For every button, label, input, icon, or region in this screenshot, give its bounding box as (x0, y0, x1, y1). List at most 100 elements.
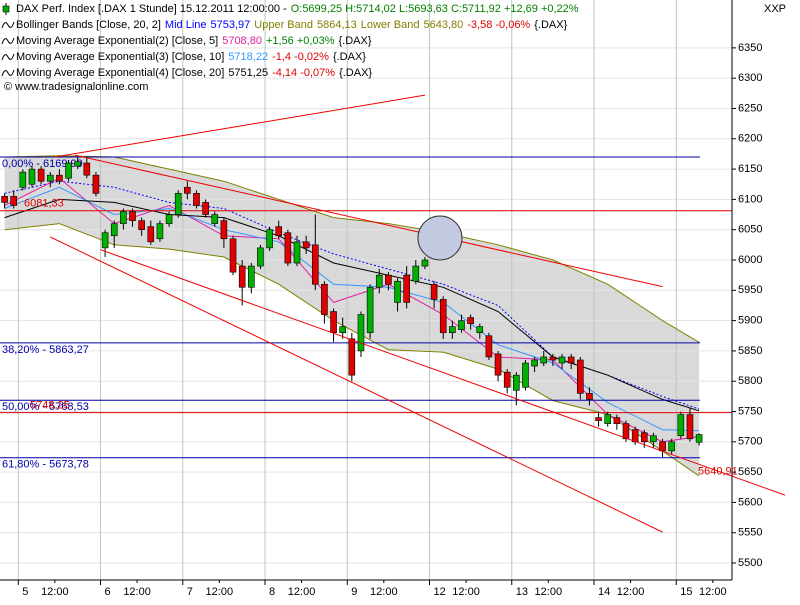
candle-body (503, 371, 511, 388)
legend-text: 5751,25 (228, 67, 268, 79)
candle-body (357, 314, 365, 352)
axis-layer: 5500 5550 5600 5650 5700 5750 5800 5850 5900 5950… (17, 42, 762, 598)
price-level-label: 5748,25 (30, 399, 70, 411)
y-tick-label: 5950 (738, 284, 762, 296)
candle-body (248, 265, 255, 288)
legend-text: {.DAX} (338, 35, 371, 47)
legend-text: © www.tradesignalonline.com (4, 81, 148, 93)
candle-body (439, 299, 447, 334)
indicator-line (4, 155, 700, 343)
candle-body (238, 265, 246, 288)
candle-body (558, 356, 566, 364)
candle-body (211, 214, 219, 224)
y-tick-label: 5650 (738, 466, 762, 478)
y-tick-label: 6000 (738, 254, 762, 266)
candle-body (174, 193, 182, 215)
candle-body (348, 338, 356, 376)
candle-body (129, 211, 136, 221)
legend-row: Moving Average Exponential(4) [Close, 20… (16, 67, 372, 79)
x-tick-label: 12 (434, 586, 446, 598)
candle-body (549, 356, 557, 361)
legend-icon (2, 5, 10, 13)
candle-body (394, 280, 401, 303)
y-tick-label: 5600 (738, 496, 762, 508)
x-tick-label: 6 (105, 586, 111, 598)
highlight-circle (417, 215, 463, 261)
candle-body (330, 311, 337, 334)
legend-icon (1, 69, 15, 77)
x-tick-label: 12:00 (617, 586, 645, 598)
trendline (100, 249, 786, 496)
y-tick-label: 6050 (738, 224, 762, 236)
candle-body (202, 202, 209, 215)
candle-body (37, 168, 45, 182)
legend-row: Moving Average Exponential(3) [Close, 10… (16, 51, 366, 63)
fib-level-label: 38,20% - 5863,27 (2, 344, 89, 356)
candle-body (193, 193, 200, 206)
legend-text: 5864,13 (317, 19, 357, 31)
x-tick-label: 12:00 (699, 586, 727, 598)
fib-level-label: 50,00% - 5768,53 (2, 401, 89, 413)
legend-text: -1,4 -0,02% (272, 51, 329, 63)
candle-body (321, 283, 328, 315)
candle-body (485, 335, 493, 358)
legend-text: DAX Perf. Index [.DAX 1 Stunde] 15.12.20… (16, 3, 287, 15)
candle-body (686, 414, 694, 440)
candle-body (120, 211, 127, 224)
candle-body (385, 274, 392, 285)
legend-text: Moving Average Exponential(4) [Close, 20… (16, 67, 224, 79)
legend-text: Bollinger Bands [Close, 20, 2] (16, 19, 161, 31)
candle-body (467, 317, 474, 324)
x-tick-label: 14 (598, 586, 610, 598)
candle-body (677, 414, 685, 437)
candle-body (74, 161, 81, 167)
y-tick-label: 6100 (738, 193, 762, 205)
x-tick-label: 12:00 (452, 586, 480, 598)
legend-icon (1, 21, 15, 29)
trendline (54, 94, 426, 158)
legend-text: Moving Average Exponential(2) [Close, 5] (16, 35, 218, 47)
candle-body (266, 229, 273, 249)
candle-body (695, 434, 703, 443)
level-layer: 0,00% - 6169,99 38,20% - 5863,27 50,00% - … (0, 156, 732, 471)
candle-body (650, 435, 657, 443)
candle-body (613, 417, 621, 424)
x-tick-label: 12:00 (535, 586, 563, 598)
candle-body (540, 356, 548, 364)
legend-text: O:5699,25 H:5714,02 L:5693,63 C:5711,92 … (291, 3, 579, 15)
legend-text: {.DAX} (333, 51, 366, 63)
candle-body (165, 214, 173, 224)
candle-body (366, 286, 374, 334)
candle-body (494, 353, 502, 376)
candle-body (449, 326, 456, 334)
candle-body (19, 171, 27, 188)
x-tick-label: 13 (516, 586, 528, 598)
trendline (50, 236, 663, 533)
candle-body (576, 359, 584, 394)
candle-body (275, 226, 283, 237)
fib-level-label: 61,80% - 5673,78 (2, 459, 89, 471)
candle-body (92, 174, 100, 194)
trendline-layer: 5640,91 (50, 94, 786, 533)
candle-layer (1, 156, 703, 457)
candle-body (147, 226, 155, 243)
candle-body (101, 232, 109, 249)
x-tick-label: 12:00 (288, 586, 316, 598)
y-tick-label: 5800 (738, 375, 762, 387)
candle-body (220, 220, 228, 240)
x-tick-label: 12:00 (206, 586, 234, 598)
y-tick-label: 5750 (738, 405, 762, 417)
legend: DAX Perf. Index [.DAX 1 Stunde] 15.12.20… (1, 3, 579, 93)
y-tick-label: 6300 (738, 72, 762, 84)
y-tick-label: 5500 (738, 557, 762, 569)
y-tick-label: 5700 (738, 436, 762, 448)
grid-layer (0, 0, 732, 580)
x-tick-label: 12:00 (41, 586, 69, 598)
trendline (74, 154, 663, 288)
candle-body (640, 432, 648, 443)
candle-body (339, 326, 346, 334)
candle-body (229, 238, 237, 273)
legend-text: 5643,80 (423, 19, 463, 31)
legend-icon (1, 37, 15, 45)
